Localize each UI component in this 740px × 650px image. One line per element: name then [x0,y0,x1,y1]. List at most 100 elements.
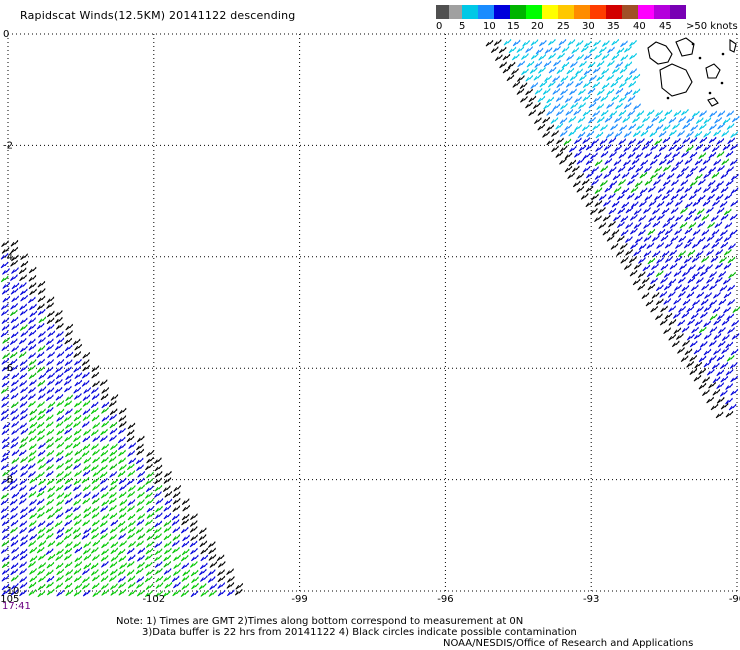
wind-barb [645,138,654,146]
wind-barb [606,131,614,139]
wind-barb [627,110,636,117]
wind-barb [28,352,36,360]
wind-barb [2,422,11,430]
wind-barb [92,380,100,388]
wind-barb [552,75,560,83]
wind-barb [64,541,73,548]
wind-barb [594,200,603,207]
wind-barb [660,277,668,284]
wind-barb [38,562,46,569]
wind-barb [698,165,707,173]
wind-barb [37,413,45,421]
wind-barb [668,305,677,313]
wind-barb [55,582,64,590]
wind-barb [697,221,706,228]
wind-barb [45,548,54,556]
wind-barb [46,478,55,486]
wind-barb [1,324,10,331]
wind-barb [713,159,722,166]
wind-barb [163,520,172,527]
wind-barb [18,449,27,457]
wind-barb [703,348,712,356]
wind-barb [539,80,548,88]
wind-barb [723,263,732,270]
wind-barb [583,40,592,48]
wind-barb [36,303,45,311]
wind-barb [567,39,576,46]
wind-barb [716,354,725,362]
wind-barb [126,478,135,486]
wind-barb [721,347,729,355]
wind-barb [669,262,678,270]
wind-barb [38,463,46,470]
wind-barb [64,575,73,583]
wind-barb [611,53,620,61]
wind-barb [596,103,605,111]
wind-barb [725,368,734,376]
wind-barb [674,284,682,291]
wind-barb [55,366,63,373]
wind-barb [1,477,9,485]
wind-barb [20,456,28,464]
wind-barb [652,250,661,258]
wind-barb [630,186,639,193]
wind-barb [11,414,20,422]
wind-barb [697,178,706,186]
wind-barb [607,193,616,200]
wind-barb [641,292,650,299]
wind-barb [670,193,679,201]
wind-barb [544,75,552,82]
wind-barb [689,354,698,362]
wind-barb [695,117,704,124]
wind-barb [626,193,635,200]
wind-barb [723,277,731,285]
wind-barb [82,497,91,505]
wind-barb [665,200,674,207]
wind-barb [701,214,710,221]
wind-barb [658,144,667,152]
wind-barb [81,576,90,584]
wind-barb [46,520,54,528]
legend-label: >50 knots [686,21,738,32]
wind-barb [528,95,537,103]
islet-dot [698,56,702,60]
legend-label: 15 [507,21,520,32]
wind-barb [637,229,646,237]
wind-barb [29,408,38,416]
wind-barb [676,171,685,179]
wind-barb [126,463,135,471]
wind-barb [163,575,172,582]
wind-barb [556,109,564,117]
wind-barb [37,380,46,387]
wind-barb [45,414,54,421]
wind-barb [191,576,199,584]
wind-barb [92,456,100,464]
wind-barb [594,215,602,222]
wind-barb [681,150,689,158]
wind-barb [64,400,72,408]
wind-barb [646,109,655,117]
wind-barb [516,46,525,53]
wind-barb [73,589,82,597]
wind-barb [11,553,20,561]
wind-barb [46,575,55,583]
wind-barb [83,511,91,519]
wind-barb [609,180,618,188]
wind-barb [173,554,181,562]
wind-barb [226,568,234,576]
wind-barb [74,343,83,351]
wind-barb [533,74,542,81]
wind-barb [592,123,601,131]
wind-barb [81,380,90,387]
wind-barb [110,589,119,596]
wind-barb [37,527,46,534]
wind-barb [64,366,72,374]
wind-barb [678,250,686,258]
wind-barb [634,193,643,201]
wind-barb [110,541,119,549]
legend-label: 45 [659,21,672,32]
wind-barb [28,393,36,401]
wind-barb [718,270,727,278]
wind-barb [525,46,533,53]
wind-barb [633,249,642,257]
